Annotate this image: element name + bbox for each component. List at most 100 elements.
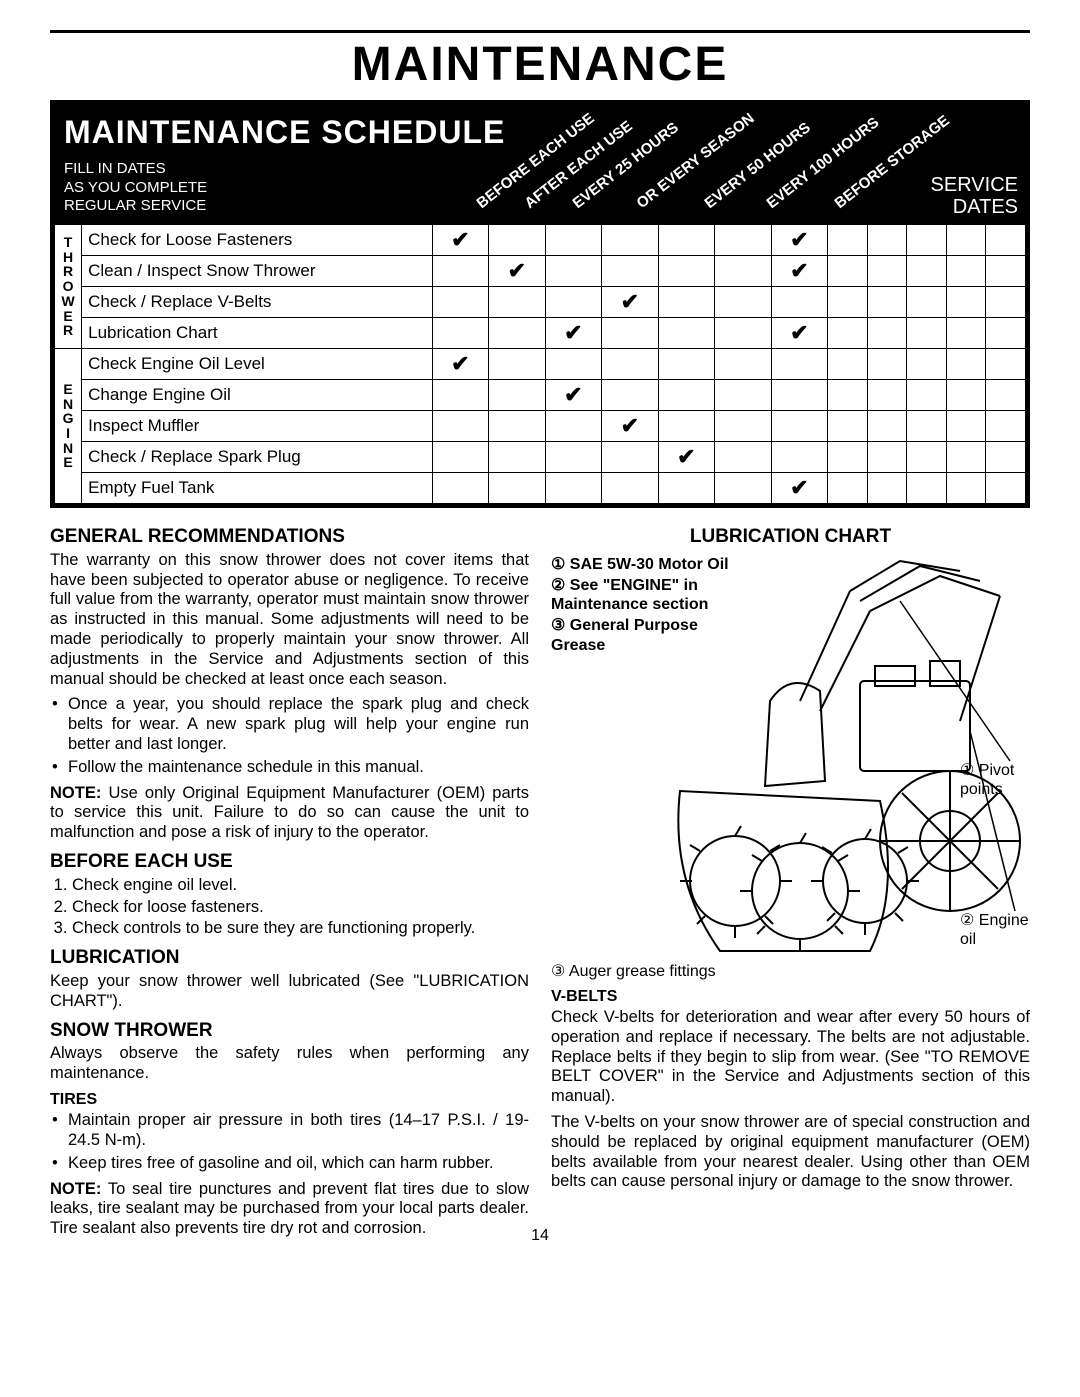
- check-cell: [489, 473, 546, 504]
- check-cell: ✔: [771, 318, 828, 349]
- check-cell: [771, 380, 828, 411]
- heading-vbelts: V-BELTS: [551, 987, 1030, 1006]
- list-item: Check engine oil level.: [72, 876, 529, 896]
- table-row: Change Engine Oil✔: [55, 380, 1026, 411]
- service-date-cell: [986, 287, 1026, 318]
- service-date-cell: [828, 225, 868, 256]
- check-cell: [602, 256, 659, 287]
- service-date-cell: [907, 473, 947, 504]
- check-cell: [771, 411, 828, 442]
- check-cell: [432, 318, 489, 349]
- maintenance-schedule: MAINTENANCE SCHEDULE FILL IN DATESAS YOU…: [50, 100, 1030, 508]
- check-cell: ✔: [489, 256, 546, 287]
- check-cell: ✔: [771, 473, 828, 504]
- service-date-cell: [867, 349, 907, 380]
- list-before: Check engine oil level.Check for loose f…: [50, 876, 529, 939]
- check-cell: [715, 473, 772, 504]
- service-dates-label: SERVICEDATES: [931, 174, 1018, 218]
- service-date-cell: [907, 411, 947, 442]
- maintenance-table: THROWERCheck for Loose Fasteners✔✔Clean …: [54, 224, 1026, 504]
- right-column: LUBRICATION CHART ① SAE 5W-30 Motor Oil …: [551, 518, 1030, 1245]
- list-item: Check for loose fasteners.: [72, 898, 529, 918]
- task-name: Check / Replace Spark Plug: [82, 442, 432, 473]
- check-cell: [432, 411, 489, 442]
- table-row: Lubrication Chart✔✔: [55, 318, 1026, 349]
- check-cell: ✔: [771, 225, 828, 256]
- check-cell: [715, 349, 772, 380]
- service-date-cell: [828, 380, 868, 411]
- table-row: ENGINECheck Engine Oil Level✔: [55, 349, 1026, 380]
- schedule-header: MAINTENANCE SCHEDULE FILL IN DATESAS YOU…: [54, 104, 1026, 224]
- check-cell: [602, 349, 659, 380]
- task-name: Clean / Inspect Snow Thrower: [82, 256, 432, 287]
- check-cell: [545, 256, 602, 287]
- service-date-cell: [946, 380, 986, 411]
- check-cell: [432, 287, 489, 318]
- page-number: 14: [50, 1227, 1030, 1245]
- check-cell: [545, 442, 602, 473]
- left-column: GENERAL RECOMMENDATIONS The warranty on …: [50, 518, 529, 1245]
- para-lubrication: Keep your snow thrower well lubricated (…: [50, 972, 529, 1012]
- check-cell: [658, 380, 715, 411]
- service-date-cell: [867, 380, 907, 411]
- list-item: Keep tires free of gasoline and oil, whi…: [68, 1154, 529, 1174]
- service-date-cell: [907, 225, 947, 256]
- service-date-cell: [946, 473, 986, 504]
- service-date-cell: [986, 411, 1026, 442]
- check-cell: [489, 318, 546, 349]
- list-item: Maintain proper air pressure in both tir…: [68, 1111, 529, 1151]
- service-date-cell: [986, 318, 1026, 349]
- page-title: MAINTENANCE: [50, 37, 1030, 92]
- service-date-cell: [867, 256, 907, 287]
- check-cell: ✔: [545, 318, 602, 349]
- service-date-cell: [907, 256, 947, 287]
- lubrication-diagram: ① SAE 5W-30 Motor Oil ② See "ENGINE" in …: [551, 551, 1030, 981]
- callout-pivot: ① Pivot points: [960, 761, 1030, 799]
- check-cell: [658, 349, 715, 380]
- check-cell: ✔: [545, 380, 602, 411]
- category-label: ENGINE: [55, 349, 82, 504]
- interval-label: OR EVERY SEASON: [634, 110, 758, 212]
- check-cell: [658, 256, 715, 287]
- service-date-cell: [986, 349, 1026, 380]
- check-cell: [432, 256, 489, 287]
- check-cell: [602, 442, 659, 473]
- check-cell: [489, 225, 546, 256]
- service-date-cell: [907, 380, 947, 411]
- check-cell: [489, 442, 546, 473]
- service-date-cell: [828, 287, 868, 318]
- task-name: Inspect Muffler: [82, 411, 432, 442]
- service-date-cell: [867, 318, 907, 349]
- check-cell: [715, 287, 772, 318]
- service-date-cell: [867, 473, 907, 504]
- table-row: Empty Fuel Tank✔: [55, 473, 1026, 504]
- heading-general: GENERAL RECOMMENDATIONS: [50, 526, 529, 549]
- check-cell: [658, 473, 715, 504]
- service-date-cell: [907, 287, 947, 318]
- check-cell: [545, 349, 602, 380]
- para-snowthrower: Always observe the safety rules when per…: [50, 1044, 529, 1084]
- table-row: Check / Replace V-Belts✔: [55, 287, 1026, 318]
- check-cell: ✔: [432, 349, 489, 380]
- check-cell: [489, 411, 546, 442]
- check-cell: [602, 473, 659, 504]
- service-date-cell: [867, 411, 907, 442]
- service-date-cell: [867, 287, 907, 318]
- service-date-cell: [828, 256, 868, 287]
- check-cell: [489, 287, 546, 318]
- check-cell: [545, 411, 602, 442]
- check-cell: [771, 349, 828, 380]
- task-name: Check Engine Oil Level: [82, 349, 432, 380]
- check-cell: [658, 318, 715, 349]
- list-item: Check controls to be sure they are funct…: [72, 919, 529, 939]
- service-date-cell: [828, 318, 868, 349]
- service-date-cell: [946, 287, 986, 318]
- interval-labels: BEFORE EACH USEAFTER EACH USEEVERY 25 HO…: [484, 104, 826, 224]
- check-cell: [545, 287, 602, 318]
- callout-auger: ③ Auger grease fittings: [551, 962, 716, 981]
- check-cell: ✔: [658, 442, 715, 473]
- top-rule: [50, 30, 1030, 33]
- check-cell: [658, 287, 715, 318]
- service-date-cell: [946, 318, 986, 349]
- service-date-cell: [986, 442, 1026, 473]
